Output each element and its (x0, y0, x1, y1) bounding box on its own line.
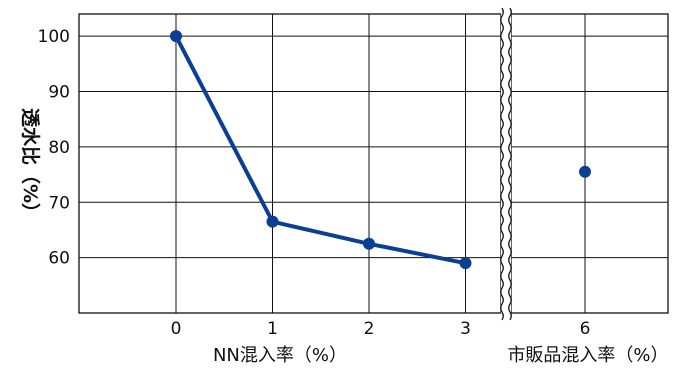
y-tick-label: 80 (48, 138, 70, 158)
x-tick-label: 1 (267, 319, 278, 339)
x-tick-label: 0 (171, 319, 182, 339)
plot-frame-right (511, 14, 668, 313)
x-tick-label: 2 (364, 319, 375, 339)
y-axis-title: 透水比（%） (19, 108, 42, 222)
y-tick-label: 100 (38, 27, 70, 47)
data-point-commercial (579, 166, 591, 178)
x-axis-title-left: NN混入率（%） (213, 345, 347, 366)
x-tick-label: 6 (580, 319, 591, 339)
y-tick-label: 90 (48, 83, 70, 103)
x-tick-labels: 0 1 2 3 6 (171, 319, 591, 339)
data-point (170, 30, 182, 42)
x-tick-label: 3 (460, 319, 471, 339)
data-point (460, 257, 472, 269)
plot-frame-left (79, 14, 501, 313)
series-line (176, 36, 466, 263)
data-point (363, 238, 375, 250)
y-tick-label: 70 (48, 193, 70, 213)
y-tick-label: 60 (48, 249, 70, 269)
data-point (267, 216, 279, 228)
y-tick-labels: 60 70 80 90 100 (38, 27, 70, 268)
x-axis-title-right: 市販品混入率（%） (507, 345, 668, 366)
grid-lines (79, 14, 668, 313)
